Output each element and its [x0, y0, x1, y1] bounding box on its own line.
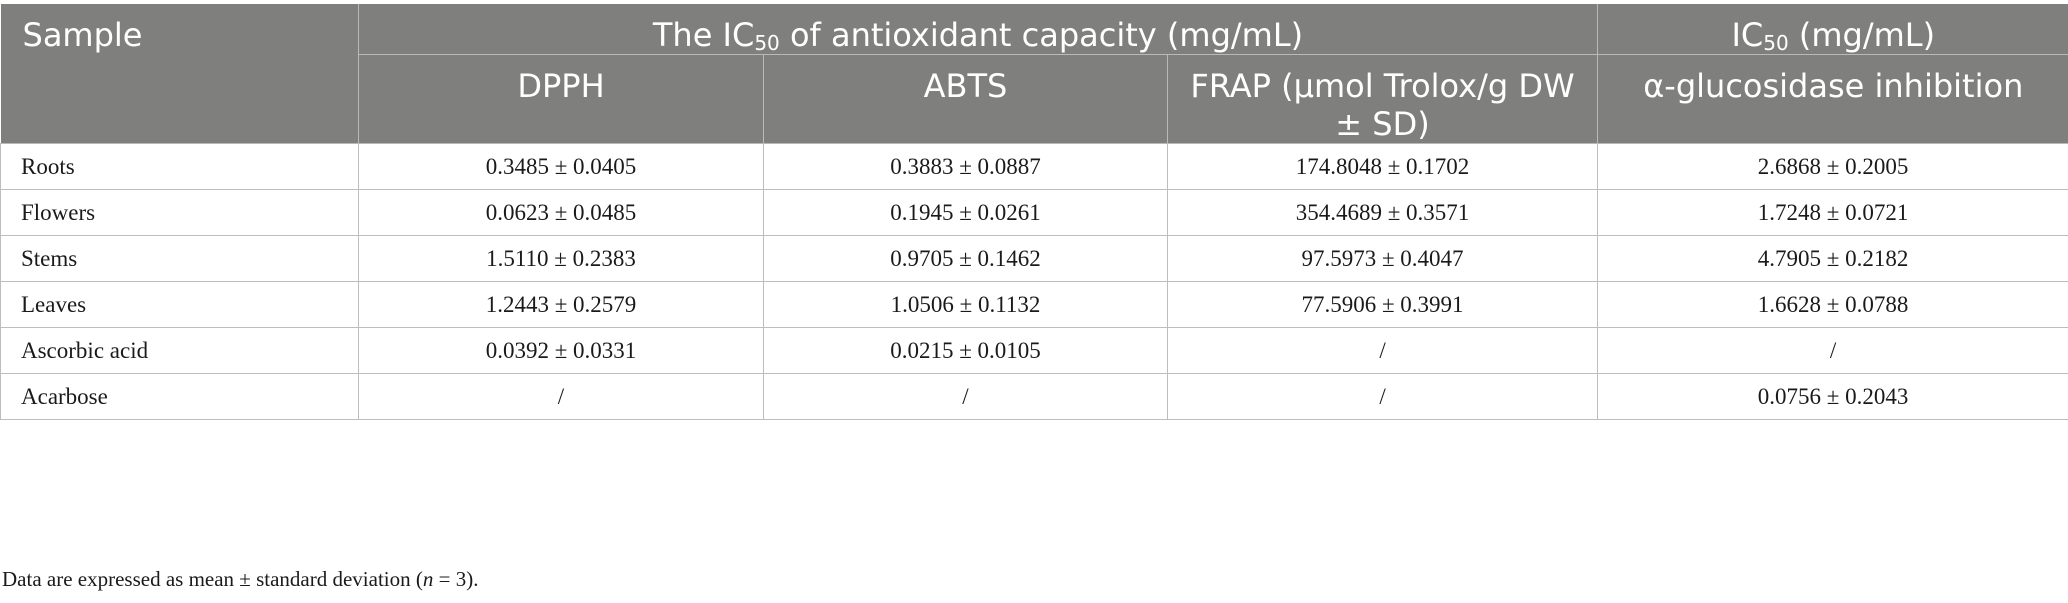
- cell-sample: Roots: [0, 143, 359, 190]
- header-row-group: Sample The IC50 of antioxidant capacity …: [0, 4, 2068, 144]
- cell-glucosidase: /: [1597, 327, 2068, 374]
- table-body: Roots 0.3485 ± 0.0405 0.3883 ± 0.0887 17…: [0, 143, 2068, 420]
- footnote-text-after: = 3).: [433, 567, 479, 591]
- table-row: Roots 0.3485 ± 0.0405 0.3883 ± 0.0887 17…: [0, 143, 2068, 190]
- header-ic50-group: IC50 (mg/mL): [1597, 4, 2068, 55]
- cell-glucosidase: 2.6868 ± 0.2005: [1597, 143, 2068, 190]
- table-row: Acarbose / / / 0.0756 ± 0.2043: [0, 373, 2068, 420]
- table-header: Sample The IC50 of antioxidant capacity …: [0, 4, 2068, 144]
- header-dpph: DPPH: [358, 54, 764, 144]
- cell-abts: 0.9705 ± 0.1462: [763, 235, 1168, 282]
- cell-dpph: 0.0392 ± 0.0331: [358, 327, 764, 374]
- header-abts: ABTS: [763, 54, 1168, 144]
- header-antioxidant-sub: 50: [754, 31, 780, 55]
- cell-dpph: 1.2443 ± 0.2579: [358, 281, 764, 328]
- footnote-text-before: Data are expressed as mean ± standard de…: [2, 567, 423, 591]
- header-row-columns: DPPH ABTS FRAP (µmol Trolox/g DW ± SD) α…: [1, 54, 2068, 144]
- cell-frap: 354.4689 ± 0.3571: [1166, 189, 1599, 236]
- header-ic50-sub: 50: [1763, 31, 1789, 55]
- cell-frap: 97.5973 ± 0.4047: [1166, 235, 1599, 282]
- cell-dpph: /: [358, 373, 764, 420]
- cell-abts: 1.0506 ± 0.1132: [763, 281, 1168, 328]
- cell-glucosidase: 0.0756 ± 0.2043: [1597, 373, 2068, 420]
- cell-abts: /: [763, 373, 1168, 420]
- antioxidant-table: Sample The IC50 of antioxidant capacity …: [0, 4, 2068, 420]
- table-row: Stems 1.5110 ± 0.2383 0.9705 ± 0.1462 97…: [0, 235, 2068, 282]
- cell-frap: 174.8048 ± 0.1702: [1166, 143, 1599, 190]
- cell-frap: /: [1166, 327, 1599, 374]
- table-row: Leaves 1.2443 ± 0.2579 1.0506 ± 0.1132 7…: [0, 281, 2068, 328]
- data-table-container: Sample The IC50 of antioxidant capacity …: [0, 4, 2068, 420]
- cell-glucosidase: 4.7905 ± 0.2182: [1597, 235, 2068, 282]
- cell-sample: Leaves: [0, 281, 359, 328]
- footnote-n-symbol: n: [422, 567, 434, 591]
- cell-dpph: 1.5110 ± 0.2383: [358, 235, 764, 282]
- header-ic50-prefix: IC: [1731, 16, 1764, 54]
- header-antioxidant-suffix: of antioxidant capacity (mg/mL): [779, 16, 1304, 54]
- header-antioxidant-group: The IC50 of antioxidant capacity (mg/mL): [358, 4, 1599, 55]
- cell-sample: Stems: [0, 235, 359, 282]
- cell-dpph: 0.0623 ± 0.0485: [358, 189, 764, 236]
- cell-abts: 0.0215 ± 0.0105: [763, 327, 1168, 374]
- table-row: Flowers 0.0623 ± 0.0485 0.1945 ± 0.0261 …: [0, 189, 2068, 236]
- header-glucosidase: α-glucosidase inhibition: [1597, 54, 2068, 144]
- cell-frap: 77.5906 ± 0.3991: [1166, 281, 1599, 328]
- header-ic50-suffix: (mg/mL): [1788, 16, 1936, 54]
- cell-abts: 0.3883 ± 0.0887: [763, 143, 1168, 190]
- cell-abts: 0.1945 ± 0.0261: [763, 189, 1168, 236]
- cell-sample: Flowers: [0, 189, 359, 236]
- cell-frap: /: [1166, 373, 1599, 420]
- cell-dpph: 0.3485 ± 0.0405: [358, 143, 764, 190]
- header-antioxidant-prefix: The IC: [652, 16, 755, 54]
- header-frap: FRAP (µmol Trolox/g DW ± SD): [1167, 54, 1599, 144]
- cell-glucosidase: 1.6628 ± 0.0788: [1597, 281, 2068, 328]
- cell-glucosidase: 1.7248 ± 0.0721: [1597, 189, 2068, 236]
- cell-sample: Acarbose: [0, 373, 359, 420]
- table-footnote: Data are expressed as mean ± standard de…: [2, 567, 478, 592]
- table-row: Ascorbic acid 0.0392 ± 0.0331 0.0215 ± 0…: [0, 327, 2068, 374]
- cell-sample: Ascorbic acid: [0, 327, 359, 374]
- header-sample: Sample: [0, 4, 359, 144]
